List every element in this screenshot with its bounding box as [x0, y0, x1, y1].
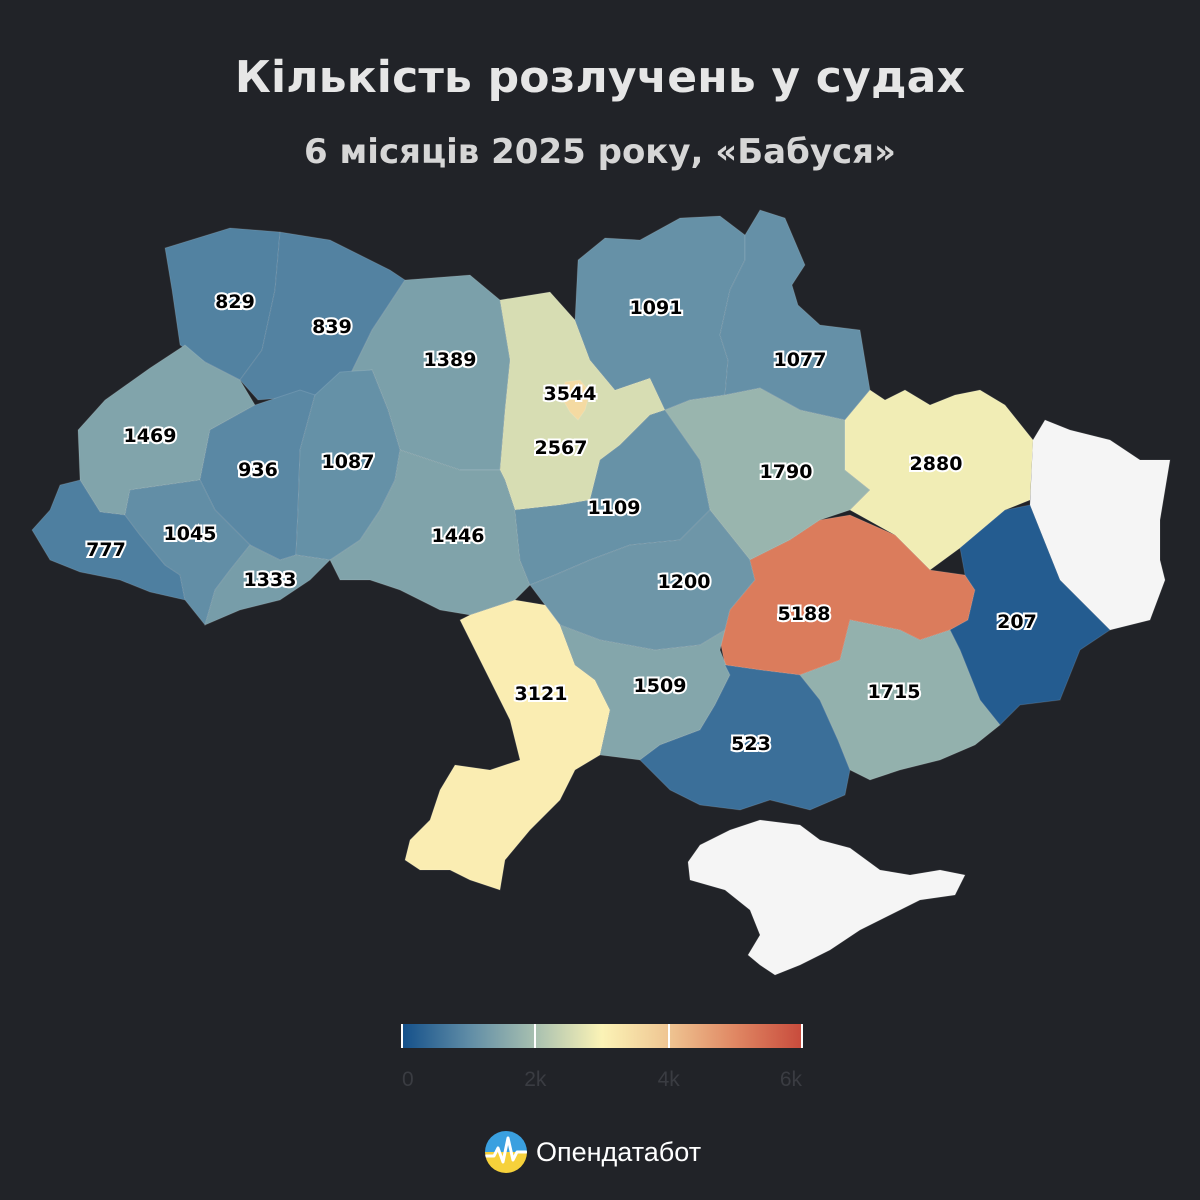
region-value-label-mykolaiv: 1509: [634, 675, 687, 697]
legend-tick-label: 6k: [779, 1068, 802, 1091]
region-value-label-ternopil: 936: [238, 459, 278, 481]
region-value-label-kherson: 523: [731, 733, 771, 755]
region-value-label-dnipropetrovsk: 5188: [778, 603, 831, 625]
map-subtitle: 6 місяців 2025 року, «Бабуся»: [304, 132, 896, 172]
region-value-label-lviv: 1469: [124, 425, 177, 447]
opendatabot-logo-icon: [485, 1131, 527, 1173]
region-value-label-poltava: 1790: [760, 461, 813, 483]
legend-tick: [401, 1024, 403, 1048]
legend-tick: [534, 1024, 537, 1048]
region-value-label-chernihiv: 1091: [630, 297, 683, 319]
region-value-label-cherkasy: 1109: [588, 497, 641, 519]
region-value-label-volyn: 829: [215, 291, 255, 313]
region-value-label-chernivtsi: 1333: [244, 569, 297, 591]
region-vinnytsia: [329, 449, 531, 616]
legend-tick: [667, 1024, 670, 1048]
legend-tick: [801, 1024, 803, 1048]
map-title: Кількість розлучень у судах: [234, 52, 966, 103]
region-value-label-zakarpattia: 777: [86, 539, 126, 561]
region-value-label-zhytomyr: 1389: [424, 349, 477, 371]
region-value-label-zaporizhzhia: 1715: [868, 681, 921, 703]
region-donetsk: [949, 504, 1111, 726]
legend-tick-label: 2k: [524, 1068, 547, 1091]
region-value-label-odesa: 3121: [515, 683, 568, 705]
brand: Опендатабот: [484, 1130, 701, 1174]
region-value-label-rivne: 839: [312, 316, 352, 338]
region-value-label-kharkiv: 2880: [910, 453, 963, 475]
region-value-label-khmelnytskyi: 1087: [322, 451, 375, 473]
region-kharkiv: [844, 389, 1034, 571]
region-value-label-kirovohrad: 1200: [658, 571, 711, 593]
region-value-label-sumy: 1077: [774, 349, 827, 371]
region-value-label-donetsk: 207: [997, 611, 1037, 633]
region-value-label-kyiv-oblast: 2567: [535, 437, 588, 459]
region-kyiv-city: [561, 379, 591, 421]
region-chernivtsi: [204, 544, 332, 626]
region-zaporizhzhia: [799, 619, 1001, 781]
region-value-label-ivano-frankivsk: 1045: [164, 523, 217, 545]
legend-tick-label: 4k: [657, 1068, 680, 1091]
region-labels: 829 839 1389 2567 3544 1091 1077 1469 936 1087 144…: [84, 289, 1039, 757]
region-value-label-vinnytsia: 1446: [432, 525, 485, 547]
region-value-label-kyiv-city: 3544: [544, 383, 597, 405]
color-scale-bar: [402, 1024, 802, 1048]
legend-tick-label: 0: [402, 1068, 414, 1091]
region-crimea: [687, 819, 966, 976]
brand-name: Опендатабот: [536, 1136, 702, 1167]
